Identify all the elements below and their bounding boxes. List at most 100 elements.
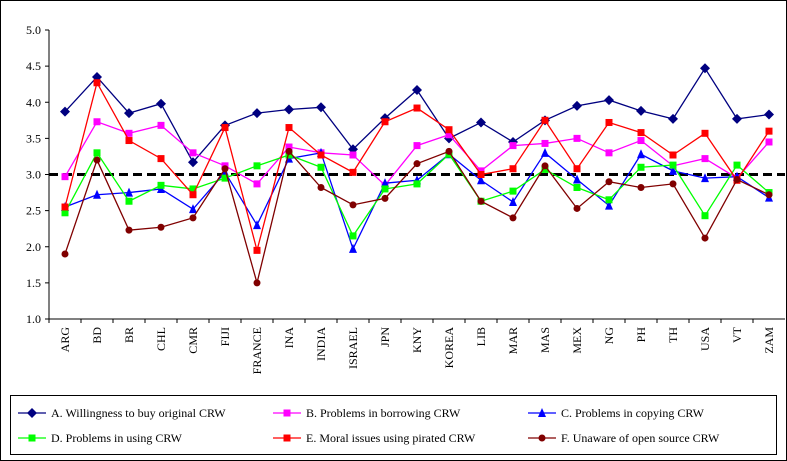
x-tick-label: LIB — [474, 327, 488, 346]
marker — [765, 191, 773, 199]
marker — [541, 162, 549, 170]
marker — [125, 129, 133, 137]
marker — [477, 197, 485, 205]
series — [61, 147, 773, 287]
marker — [541, 139, 549, 147]
marker — [349, 232, 357, 240]
marker — [253, 180, 261, 188]
marker — [317, 184, 325, 192]
marker — [605, 196, 613, 204]
marker — [573, 134, 581, 142]
marker — [701, 234, 709, 242]
x-tick-label: ZAM — [762, 327, 776, 354]
marker — [573, 204, 581, 212]
marker — [381, 194, 389, 202]
marker — [605, 149, 613, 157]
marker — [765, 127, 773, 135]
marker — [637, 149, 645, 159]
marker — [124, 108, 134, 119]
marker — [381, 178, 389, 188]
marker — [637, 129, 645, 137]
marker — [573, 165, 581, 173]
x-tick-label: MAR — [506, 327, 520, 354]
x-tick-label: KOREA — [442, 327, 456, 369]
marker — [413, 142, 421, 150]
legend-box — [10, 395, 777, 455]
x-tick-label: CHL — [154, 327, 168, 351]
legend-label: E. Moral issues using pirated CRW — [306, 431, 476, 445]
marker — [349, 243, 357, 253]
marker — [541, 147, 549, 157]
x-tick-label: NG — [602, 327, 616, 345]
marker — [349, 151, 357, 159]
y-tick-label: 5.0 — [26, 23, 41, 37]
y-tick-label: 4.5 — [26, 59, 41, 73]
marker — [125, 187, 133, 197]
marker — [156, 98, 166, 109]
marker — [637, 184, 645, 192]
y-tick-label: 2.0 — [26, 240, 41, 254]
marker — [541, 165, 549, 173]
marker — [189, 214, 197, 222]
y-tick-label: 3.5 — [26, 131, 41, 145]
x-tick-label: VT — [730, 326, 744, 343]
legend-label: F. Unaware of open source CRW — [561, 431, 720, 445]
marker — [61, 250, 69, 258]
legend-label: B. Problems in borrowing CRW — [306, 406, 461, 420]
marker — [157, 181, 165, 189]
marker — [476, 117, 486, 128]
marker — [637, 163, 645, 171]
marker — [538, 408, 546, 417]
marker — [445, 126, 453, 134]
marker — [189, 191, 197, 199]
marker — [413, 180, 421, 188]
marker — [572, 100, 582, 111]
marker — [669, 165, 677, 175]
marker — [189, 204, 197, 214]
x-tick-label: USA — [698, 327, 712, 351]
marker — [189, 185, 197, 193]
marker — [253, 162, 261, 170]
x-tick-label: MAS — [538, 327, 552, 353]
marker — [28, 434, 36, 442]
marker — [157, 223, 165, 231]
marker — [669, 161, 677, 169]
marker — [669, 151, 677, 159]
y-tick-label: 1.5 — [26, 276, 41, 290]
marker — [316, 102, 326, 113]
marker — [285, 147, 293, 155]
marker — [701, 212, 709, 220]
marker — [604, 95, 614, 106]
marker — [221, 174, 229, 182]
marker — [573, 174, 581, 184]
marker — [61, 173, 69, 181]
legend: A. Willingness to buy original CRW B. Pro… — [10, 395, 777, 455]
marker — [509, 187, 517, 195]
marker — [285, 151, 293, 159]
marker — [188, 157, 198, 168]
x-tick-label: BR — [122, 327, 136, 343]
marker — [538, 434, 546, 442]
x-tick-label: INA — [282, 327, 296, 349]
marker — [733, 176, 741, 184]
marker — [509, 196, 517, 206]
marker — [125, 226, 133, 234]
marker — [637, 137, 645, 145]
marker — [477, 175, 485, 185]
marker — [283, 409, 291, 417]
marker — [317, 163, 325, 171]
y-tick-label: 4.0 — [26, 95, 41, 109]
marker — [668, 113, 678, 124]
x-tick-label: CMR — [186, 327, 200, 354]
marker — [349, 168, 357, 176]
x-tick-label: MEX — [570, 327, 584, 354]
x-tick-label: FIJI — [218, 327, 232, 346]
marker — [285, 124, 293, 132]
marker — [701, 129, 709, 137]
legend-label: A. Willingness to buy original CRW — [51, 406, 226, 420]
marker — [125, 137, 133, 145]
marker — [381, 185, 389, 193]
marker — [125, 197, 133, 205]
